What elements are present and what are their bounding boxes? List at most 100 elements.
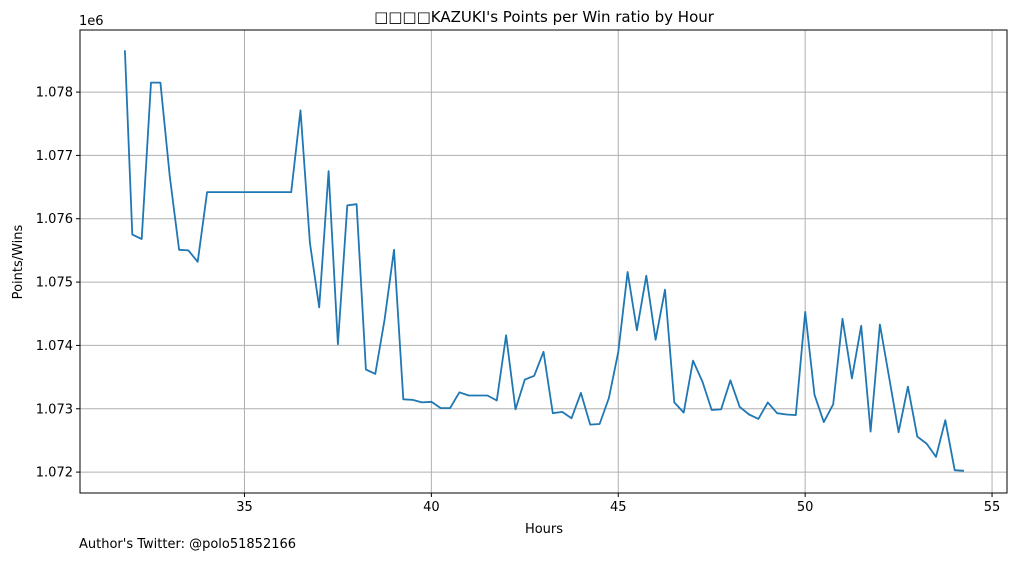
series-point (795, 414, 797, 416)
series-point (683, 412, 685, 414)
series-point (459, 391, 461, 393)
series-point (870, 431, 872, 433)
series-point (515, 409, 517, 411)
series-point (309, 242, 311, 244)
series-point (655, 339, 657, 341)
series-point (617, 351, 619, 353)
series-point (431, 401, 433, 403)
series-point (711, 409, 713, 411)
series-point (150, 82, 152, 84)
series-point (552, 412, 554, 414)
x-tick-label: 40 (423, 500, 440, 515)
series-point (898, 431, 900, 433)
y-axis-title: Points/Wins (11, 224, 26, 299)
series-point (926, 443, 928, 445)
series-point (786, 414, 788, 416)
x-tick-label: 35 (236, 500, 253, 515)
series-point (842, 318, 844, 320)
series-point (748, 414, 750, 416)
y-tick-label: 1.073 (36, 402, 73, 417)
series-point (524, 379, 526, 381)
x-tick-label: 45 (610, 500, 627, 515)
series-point (300, 110, 302, 112)
series-point (124, 49, 126, 51)
series-point (543, 351, 545, 353)
series-point (954, 469, 956, 471)
series-point (935, 456, 937, 458)
series-point (487, 395, 489, 397)
series-point (804, 311, 806, 313)
series-point (496, 400, 498, 402)
series-point (814, 394, 816, 396)
series-point (318, 307, 320, 309)
series-point (337, 343, 339, 345)
y-tick-label: 1.072 (36, 466, 73, 481)
series-point (561, 411, 563, 413)
series-point (505, 334, 507, 336)
x-tick-label: 50 (797, 500, 814, 515)
series-point (645, 275, 647, 277)
series-point (627, 271, 629, 273)
grid-lines (80, 30, 1007, 493)
series-point (823, 421, 825, 423)
series-point (664, 289, 666, 291)
series-point (916, 436, 918, 438)
series-point (365, 369, 367, 371)
series-point (477, 395, 479, 397)
series-point (169, 175, 171, 177)
y-tick-label: 1.078 (36, 86, 73, 101)
author-credit: Author's Twitter: @polo51852166 (79, 537, 297, 552)
x-axis-title: Hours (525, 522, 563, 537)
series-point (393, 249, 395, 251)
series-point (131, 234, 133, 236)
series-point (767, 402, 769, 404)
y-offset-label: 1e6 (79, 14, 104, 29)
y-tick-label: 1.075 (36, 276, 73, 291)
chart-title: □□□□KAZUKI's Points per Win ratio by Hou… (374, 8, 715, 26)
series-point (206, 191, 208, 193)
series-point (449, 407, 451, 409)
y-tick-label: 1.074 (36, 339, 73, 354)
series-point (720, 409, 722, 411)
series-point (636, 329, 638, 331)
series-point (290, 191, 292, 193)
series-point (188, 250, 190, 252)
series-point (141, 238, 143, 240)
y-tick-label: 1.076 (36, 212, 73, 227)
series-point (412, 399, 414, 401)
series-point (178, 249, 180, 251)
series-point (571, 417, 573, 419)
series-point (197, 261, 199, 263)
series-point (580, 392, 582, 394)
series-point (374, 373, 376, 375)
series-point (860, 325, 862, 327)
series-point (421, 402, 423, 404)
series-point (730, 379, 732, 381)
series-point (776, 412, 778, 414)
series-point (907, 386, 909, 388)
series-line (124, 50, 965, 472)
series-point (851, 378, 853, 380)
series-point (468, 395, 470, 397)
series-point (346, 205, 348, 207)
series-point (160, 82, 162, 84)
series-point (608, 397, 610, 399)
series-point (739, 406, 741, 408)
series-point (944, 419, 946, 421)
series-point (599, 423, 601, 425)
data-series (124, 49, 965, 472)
series-point (963, 470, 965, 472)
axis-ticks: 35 40 45 50 55 1.072 1.073 1.074 1.075 1.076 1.077… (36, 86, 1001, 515)
series-point (533, 375, 535, 377)
series-point (692, 360, 694, 362)
x-tick-label: 55 (984, 500, 1001, 515)
series-point (402, 398, 404, 400)
series-point (356, 203, 358, 205)
plot-frame (79, 29, 1008, 494)
series-point (758, 418, 760, 420)
series-point (888, 378, 890, 380)
series-point (702, 381, 704, 383)
y-tick-label: 1.077 (36, 149, 73, 164)
series-point (879, 324, 881, 326)
